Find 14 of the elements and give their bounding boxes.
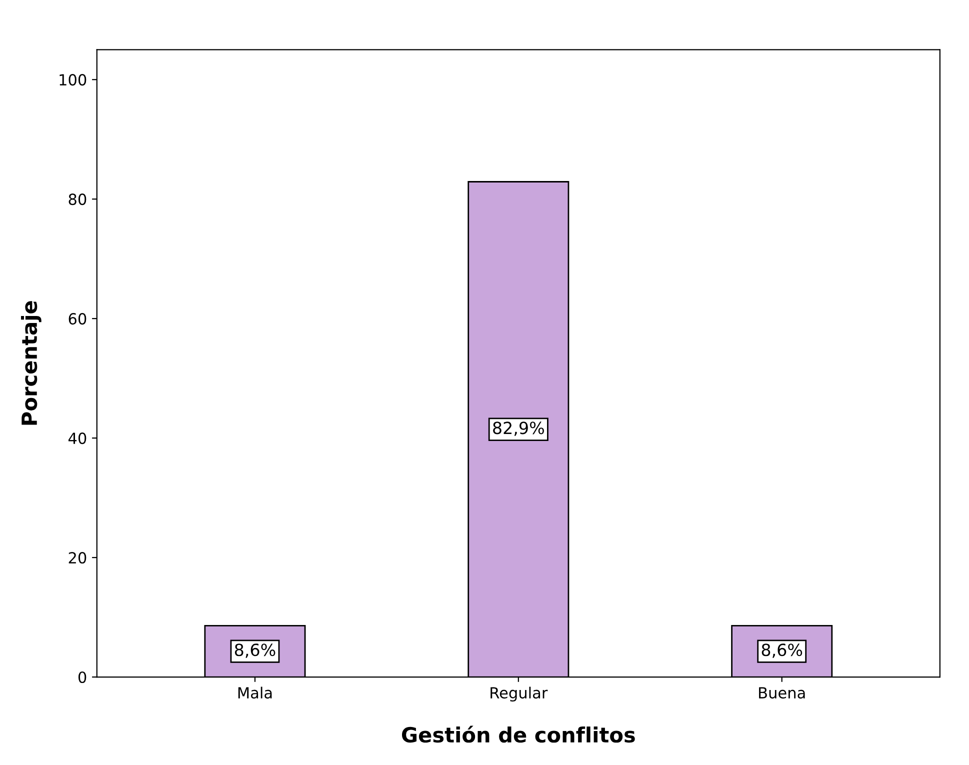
y-tick-label: 100 [60, 74, 86, 86]
y-tick-label: 40 [68, 432, 86, 444]
x-axis-title: Gestión de conflitos [402, 726, 635, 743]
data-label: 8,6% [762, 644, 802, 658]
data-label: 8,6% [234, 644, 276, 658]
y-tick-label: 0 [78, 671, 86, 684]
x-tick-label: Buena [759, 687, 805, 699]
y-tick-label: 80 [68, 194, 86, 206]
data-label: 82,9% [493, 422, 544, 436]
x-tick-label: Regular [490, 686, 548, 702]
y-axis-title: Porcentaje [21, 301, 42, 425]
x-tick-label: Mala [238, 686, 272, 699]
y-tick-label: 60 [68, 313, 86, 325]
y-tick-label: 20 [68, 552, 86, 564]
